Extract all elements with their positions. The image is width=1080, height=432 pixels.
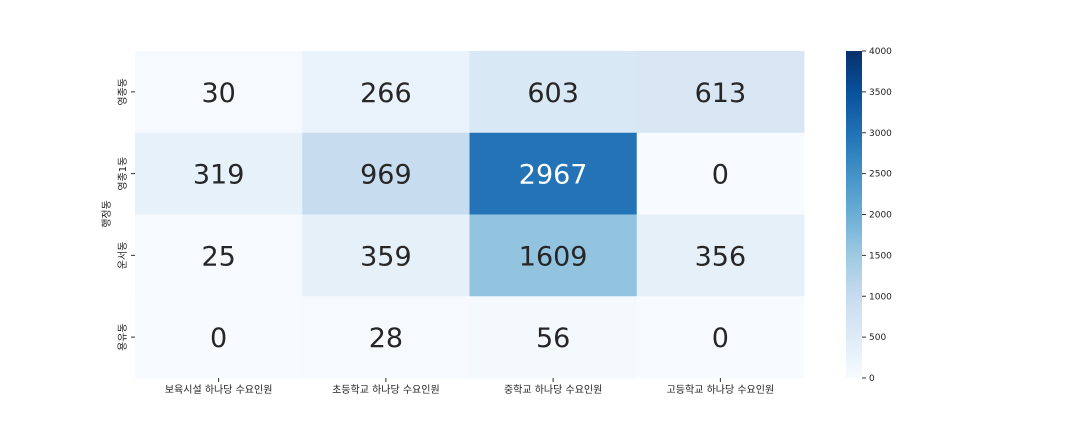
cell-value-label: 613 [695,78,747,109]
x-tick-label: 보육시설 하나당 수요인원 [165,383,273,396]
heatmap-cell [469,51,638,134]
colorbar-tick-label: 3500 [869,88,892,98]
colorbar-tick-label: 0 [869,374,875,384]
x-axis-ticks: 보육시설 하나당 수요인원 초등학교 하나당 수요인원 중학교 하나당 수요인원 고등… [165,378,774,396]
x-tick-label: 고등학교 하나당 수요인원 [667,383,775,396]
colorbar-gradient [846,51,862,378]
heatmap-cell [135,296,303,379]
cell-value-label: 0 [712,160,729,191]
heatmap-cell [302,132,470,215]
heatmap-cell [636,214,805,297]
heatmap-cell [636,132,805,215]
heatmap-cell [636,51,805,134]
colorbar-tick-label: 2000 [869,211,892,221]
heatmap-cell [135,51,303,134]
cell-value-label: 969 [360,160,412,191]
x-tick-label: 중학교 하나당 수요인원 [504,383,602,396]
colorbar-ticks: 0 500 1000 1500 2000 2500 3000 3500 4000 [862,47,892,384]
heatmap-cell [469,296,638,379]
x-tick-label: 초등학교 하나당 수요인원 [332,383,440,396]
cell-value-label: 25 [201,241,235,272]
heatmap-cell-labels: 30 266 603 613 319 969 2967 0 25 359 1609 356 0 28 56 0 [193,78,746,354]
heatmap-cell [469,132,638,215]
cell-value-label: 359 [360,241,412,272]
heatmap-cell [302,51,470,134]
colorbar-tick-label: 500 [869,333,886,343]
y-tick-label: 운서동 [117,242,129,270]
cell-value-label: 603 [527,78,579,109]
heatmap-cell [302,214,470,297]
cell-value-label: 2967 [519,160,588,191]
heatmap-cells [135,51,805,379]
cell-value-label: 0 [210,323,227,354]
cell-value-label: 0 [712,323,729,354]
cell-value-label: 28 [369,323,403,354]
colorbar [846,51,862,378]
heatmap-cell [135,132,303,215]
y-tick-label: 용유동 [117,323,129,351]
cell-value-label: 1609 [519,241,588,272]
cell-value-label: 56 [536,323,570,354]
y-tick-label: 영종동 [117,78,129,106]
cell-value-label: 266 [360,78,412,109]
colorbar-tick-label: 3000 [869,129,892,139]
colorbar-tick-label: 4000 [869,47,892,57]
colorbar-tick-label: 2500 [869,170,892,180]
heatmap-cell [636,296,805,379]
heatmap-cell [469,214,638,297]
colorbar-tick-label: 1000 [869,292,892,302]
y-axis-label: 행정동 [101,200,113,228]
cell-value-label: 319 [193,160,245,191]
heatmap-cell [135,214,303,297]
y-tick-label: 영종1동 [117,157,129,191]
cell-value-label: 30 [201,78,235,109]
heatmap-cell [302,296,470,379]
colorbar-tick-label: 1500 [869,251,892,261]
cell-value-label: 356 [695,241,747,272]
